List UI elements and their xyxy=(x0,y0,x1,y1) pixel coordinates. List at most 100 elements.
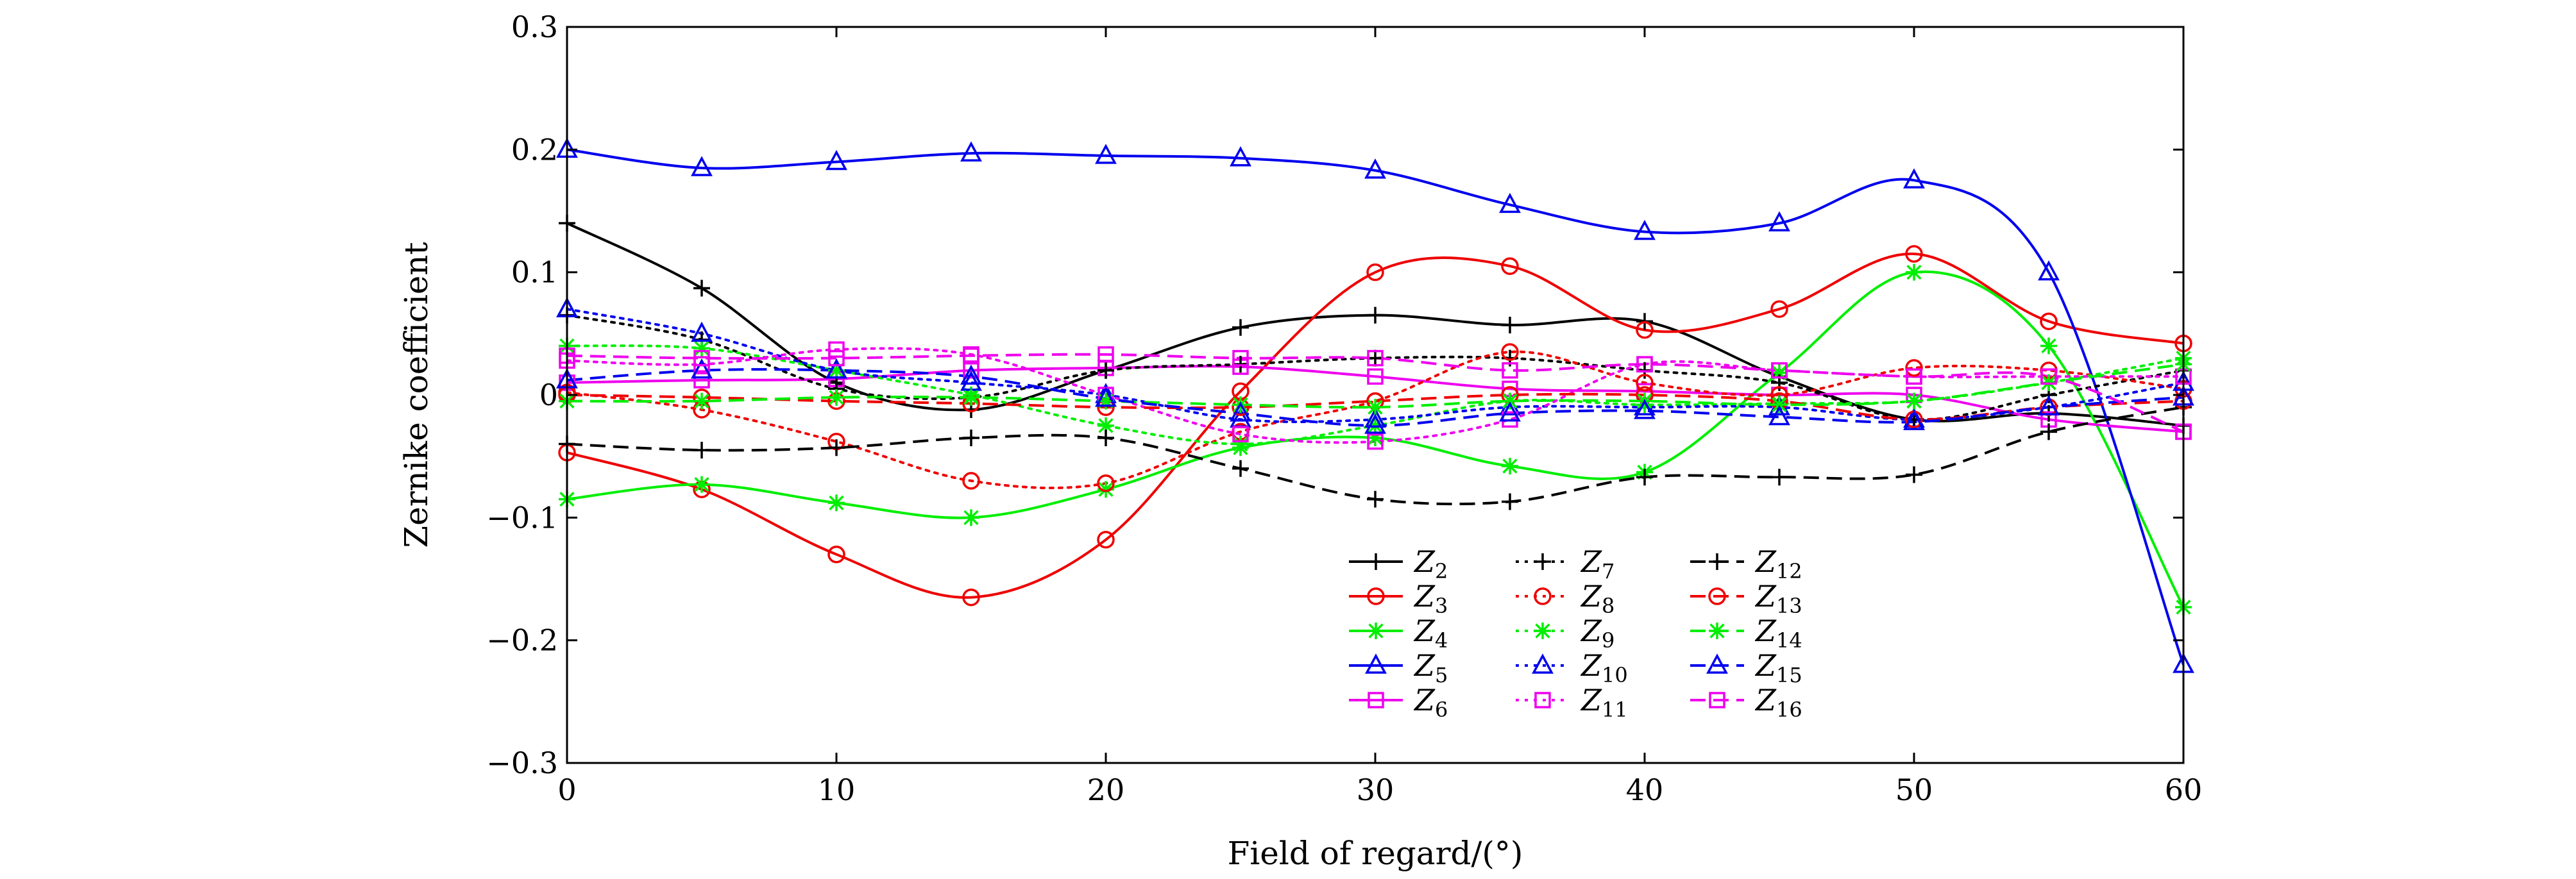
legend-item-z11: Z11 xyxy=(1516,683,1628,722)
data-point-z5 xyxy=(1364,158,1386,179)
data-point-z8 xyxy=(1097,474,1115,492)
legend-marker xyxy=(1367,587,1385,605)
x-axis-title: Field of regard/(°) xyxy=(1228,835,1523,872)
y-tick-label: −0.3 xyxy=(486,746,558,780)
data-point-z5 xyxy=(1634,219,1656,240)
legend-item-z13: Z13 xyxy=(1690,579,1802,618)
legend-label: Z12 xyxy=(1754,544,1802,583)
data-point-z15 xyxy=(1768,405,1790,426)
legend-item-z6: Z6 xyxy=(1349,683,1448,722)
series-line-z5 xyxy=(567,148,2183,666)
data-point-z8 xyxy=(1501,343,1519,361)
data-point-z4 xyxy=(1502,457,1518,474)
data-point-z15 xyxy=(1634,399,1656,419)
data-point-z14 xyxy=(1906,392,1922,410)
legend-item-z14: Z14 xyxy=(1690,614,1802,653)
data-point-z3 xyxy=(962,588,980,607)
legend-marker xyxy=(1368,692,1384,708)
data-point-z15 xyxy=(826,358,847,379)
y-tick-label: −0.1 xyxy=(486,500,558,535)
data-point-z3 xyxy=(1366,263,1384,281)
data-point-z15 xyxy=(1364,414,1386,434)
x-tick-label: 10 xyxy=(818,773,856,807)
y-tick-label: −0.2 xyxy=(486,623,558,658)
legend-item-z15: Z15 xyxy=(1690,648,1802,687)
legend-marker xyxy=(1368,623,1384,639)
legend-label: Z10 xyxy=(1580,648,1628,687)
data-point-z16 xyxy=(1636,356,1653,373)
data-point-z3 xyxy=(1636,321,1654,339)
data-point-z4 xyxy=(1097,481,1114,498)
legend-item-z7: Z7 xyxy=(1516,544,1614,583)
x-tick-label: 60 xyxy=(2165,773,2203,807)
legend-marker xyxy=(1706,653,1728,674)
data-point-z16 xyxy=(828,349,845,367)
legend-label: Z11 xyxy=(1580,683,1628,722)
data-point-z15 xyxy=(1095,387,1117,407)
x-tick-label: 40 xyxy=(1626,773,1664,807)
legend-marker xyxy=(1532,653,1554,674)
legend-label: Z15 xyxy=(1754,648,1802,687)
data-point-z12 xyxy=(693,442,710,459)
data-point-z11 xyxy=(1232,426,1249,442)
data-point-z14 xyxy=(1771,396,1788,414)
legend-label: Z6 xyxy=(1413,683,1448,722)
legend-item-z9: Z9 xyxy=(1516,614,1614,653)
data-point-z5 xyxy=(1499,192,1521,213)
data-point-z5 xyxy=(691,156,713,176)
data-point-z3 xyxy=(827,545,845,564)
data-point-z6 xyxy=(693,372,710,389)
data-point-z15 xyxy=(960,364,982,385)
data-point-z7 xyxy=(1097,362,1114,379)
plot-frame xyxy=(566,26,2185,764)
marker-layer xyxy=(556,137,2194,673)
y-tick-label: 0.2 xyxy=(511,132,558,167)
data-point-z3 xyxy=(1905,245,1923,263)
legend-label: Z8 xyxy=(1580,579,1614,618)
legend-label: Z16 xyxy=(1754,683,1802,722)
data-point-z16 xyxy=(1232,349,1249,367)
data-point-z3 xyxy=(1770,300,1788,318)
data-point-z5 xyxy=(960,141,982,162)
data-point-z9 xyxy=(1097,417,1114,434)
data-point-z8 xyxy=(1905,359,1923,377)
data-point-z3 xyxy=(1501,257,1519,275)
data-point-z4 xyxy=(828,494,845,512)
data-point-z5 xyxy=(1903,168,1925,188)
data-point-z14 xyxy=(1367,399,1384,416)
data-point-z16 xyxy=(1771,362,1788,379)
x-tick-label: 0 xyxy=(557,773,576,807)
x-tick-label: 30 xyxy=(1357,773,1394,807)
data-point-z14 xyxy=(963,389,979,406)
x-tick-label: 20 xyxy=(1087,773,1125,807)
data-point-z3 xyxy=(2040,312,2058,330)
data-point-z12 xyxy=(1636,469,1653,486)
data-point-z4 xyxy=(1367,429,1384,446)
legend-label: Z9 xyxy=(1580,614,1614,653)
legend-label: Z3 xyxy=(1413,579,1448,618)
legend-label: Z2 xyxy=(1413,544,1448,583)
legend-marker xyxy=(1534,623,1551,639)
legend-item-z8: Z8 xyxy=(1516,579,1614,618)
legend-label: Z5 xyxy=(1413,648,1448,687)
data-point-z11 xyxy=(1367,433,1384,450)
legend-label: Z14 xyxy=(1754,614,1802,653)
series-line-z2 xyxy=(567,222,2183,427)
data-point-z9 xyxy=(828,362,845,379)
data-point-z11 xyxy=(828,341,845,358)
data-point-z16 xyxy=(693,349,710,367)
data-point-z12 xyxy=(1232,460,1249,477)
data-point-z5 xyxy=(826,149,847,171)
legend-item-z12: Z12 xyxy=(1690,544,1802,583)
legend-label: Z7 xyxy=(1580,544,1614,583)
data-point-z16 xyxy=(2040,368,2057,385)
legend-marker xyxy=(1709,553,1725,570)
series-line-z3 xyxy=(567,252,2183,599)
data-point-z16 xyxy=(963,347,979,364)
data-point-z15 xyxy=(1903,410,1925,430)
data-point-z15 xyxy=(1499,401,1521,422)
data-point-z4 xyxy=(963,509,979,526)
legend-marker xyxy=(1368,553,1384,570)
data-point-z14 xyxy=(1502,392,1518,410)
legend-item-z16: Z16 xyxy=(1690,683,1802,722)
